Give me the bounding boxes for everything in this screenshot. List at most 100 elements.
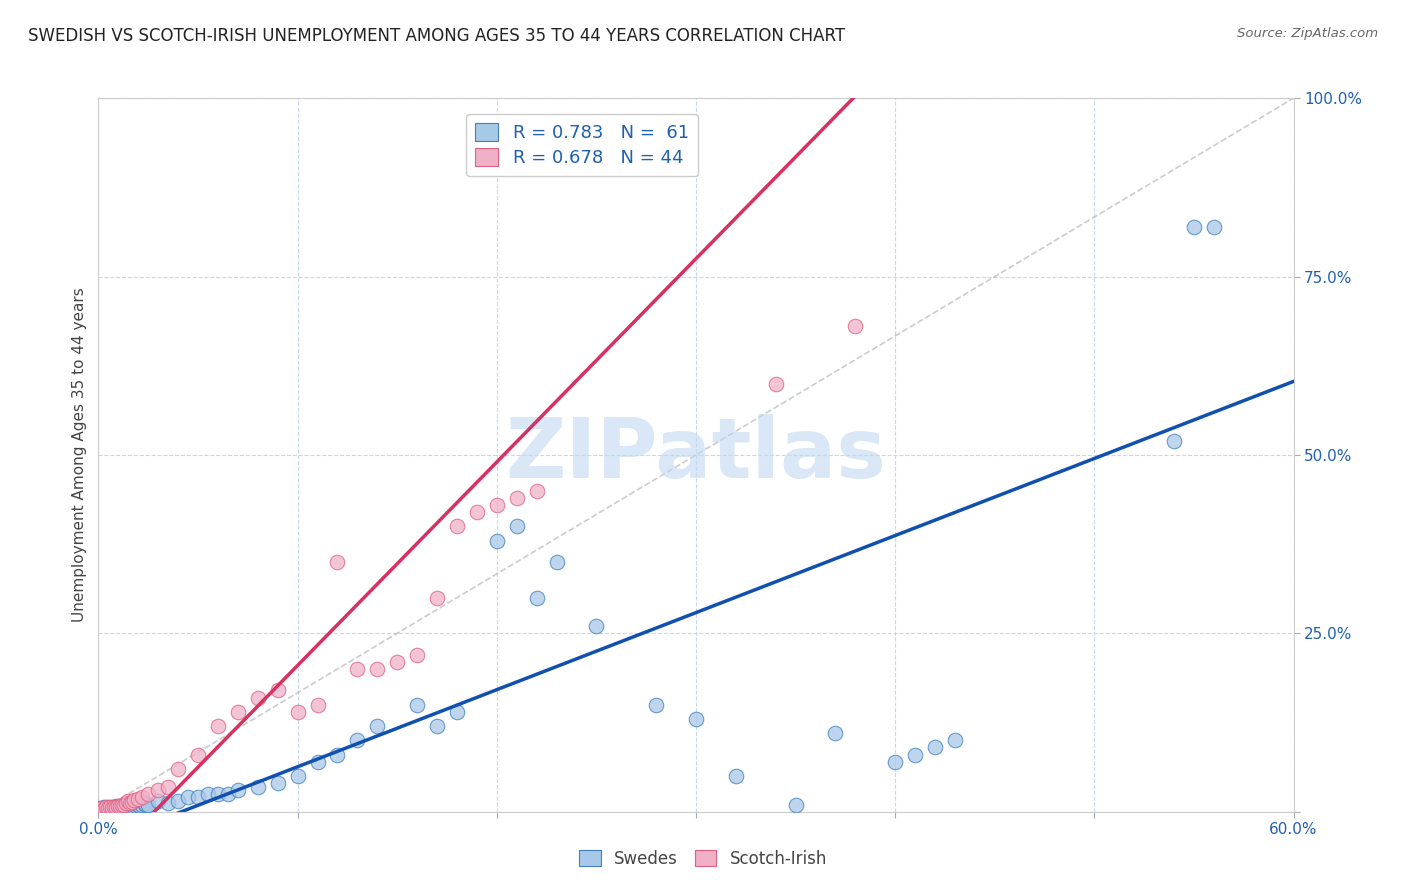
Point <box>148 794 170 808</box>
Point <box>96 803 118 817</box>
Point <box>131 797 153 812</box>
Point <box>446 705 468 719</box>
Point <box>446 519 468 533</box>
Point <box>526 591 548 605</box>
Y-axis label: Unemployment Among Ages 35 to 44 years: Unemployment Among Ages 35 to 44 years <box>72 287 87 623</box>
Point <box>326 747 349 762</box>
Point <box>426 591 449 605</box>
Point <box>426 719 449 733</box>
Point <box>385 655 409 669</box>
Point <box>120 796 142 810</box>
Point <box>485 533 508 548</box>
Point <box>526 483 548 498</box>
Point <box>157 780 180 794</box>
Point <box>89 801 111 815</box>
Point <box>127 792 149 806</box>
Point <box>217 787 239 801</box>
Point <box>112 797 135 812</box>
Point <box>96 800 118 814</box>
Point <box>93 800 115 814</box>
Point <box>904 747 927 762</box>
Point <box>111 799 134 814</box>
Point <box>485 498 508 512</box>
Point <box>346 662 368 676</box>
Point <box>167 762 190 776</box>
Point <box>89 802 111 816</box>
Point <box>246 780 269 794</box>
Point <box>724 769 747 783</box>
Point <box>246 690 269 705</box>
Point <box>307 755 329 769</box>
Point <box>346 733 368 747</box>
Point <box>105 799 128 814</box>
Point <box>546 555 568 569</box>
Point <box>207 719 229 733</box>
Point <box>110 799 132 814</box>
Point <box>824 726 846 740</box>
Point <box>120 801 142 815</box>
Point <box>124 800 146 814</box>
Point <box>115 796 138 810</box>
Point <box>197 787 219 801</box>
Point <box>943 733 966 747</box>
Point <box>267 776 290 790</box>
Point <box>267 683 290 698</box>
Point <box>121 795 143 809</box>
Point <box>127 797 149 812</box>
Point <box>1202 219 1225 234</box>
Point <box>107 799 129 814</box>
Point <box>585 619 607 633</box>
Point <box>115 800 138 814</box>
Point <box>307 698 329 712</box>
Point <box>131 790 153 805</box>
Point <box>645 698 668 712</box>
Point <box>406 698 429 712</box>
Point <box>366 719 388 733</box>
Text: SWEDISH VS SCOTCH-IRISH UNEMPLOYMENT AMONG AGES 35 TO 44 YEARS CORRELATION CHART: SWEDISH VS SCOTCH-IRISH UNEMPLOYMENT AMO… <box>28 27 845 45</box>
Point <box>207 787 229 801</box>
Point <box>187 747 209 762</box>
Point <box>685 712 707 726</box>
Point <box>506 519 529 533</box>
Point <box>765 376 787 391</box>
Point <box>136 787 159 801</box>
Point <box>125 799 148 814</box>
Point <box>326 555 349 569</box>
Point <box>101 801 124 815</box>
Legend: Swedes, Scotch-Irish: Swedes, Scotch-Irish <box>572 844 834 875</box>
Point <box>101 800 124 814</box>
Point <box>287 769 309 783</box>
Point <box>103 799 125 814</box>
Point <box>117 799 139 814</box>
Point <box>98 801 122 815</box>
Point <box>97 799 120 814</box>
Point <box>97 801 120 815</box>
Point <box>98 800 122 814</box>
Point <box>134 796 156 810</box>
Point <box>111 798 134 813</box>
Text: ZIPatlas: ZIPatlas <box>506 415 886 495</box>
Point <box>93 802 115 816</box>
Point <box>884 755 907 769</box>
Point <box>187 790 209 805</box>
Point <box>465 505 488 519</box>
Point <box>1182 219 1205 234</box>
Point <box>124 793 146 807</box>
Point <box>136 797 159 812</box>
Point <box>157 796 180 810</box>
Point <box>103 802 125 816</box>
Point <box>112 801 135 815</box>
Point <box>226 783 249 797</box>
Point <box>135 798 157 813</box>
Point <box>91 801 114 815</box>
Point <box>107 801 129 815</box>
Point <box>366 662 388 676</box>
Point <box>105 800 128 814</box>
Point <box>110 800 132 814</box>
Point <box>406 648 429 662</box>
Point <box>91 802 114 816</box>
Point <box>129 799 152 814</box>
Point <box>167 794 190 808</box>
Point <box>287 705 309 719</box>
Point <box>177 790 200 805</box>
